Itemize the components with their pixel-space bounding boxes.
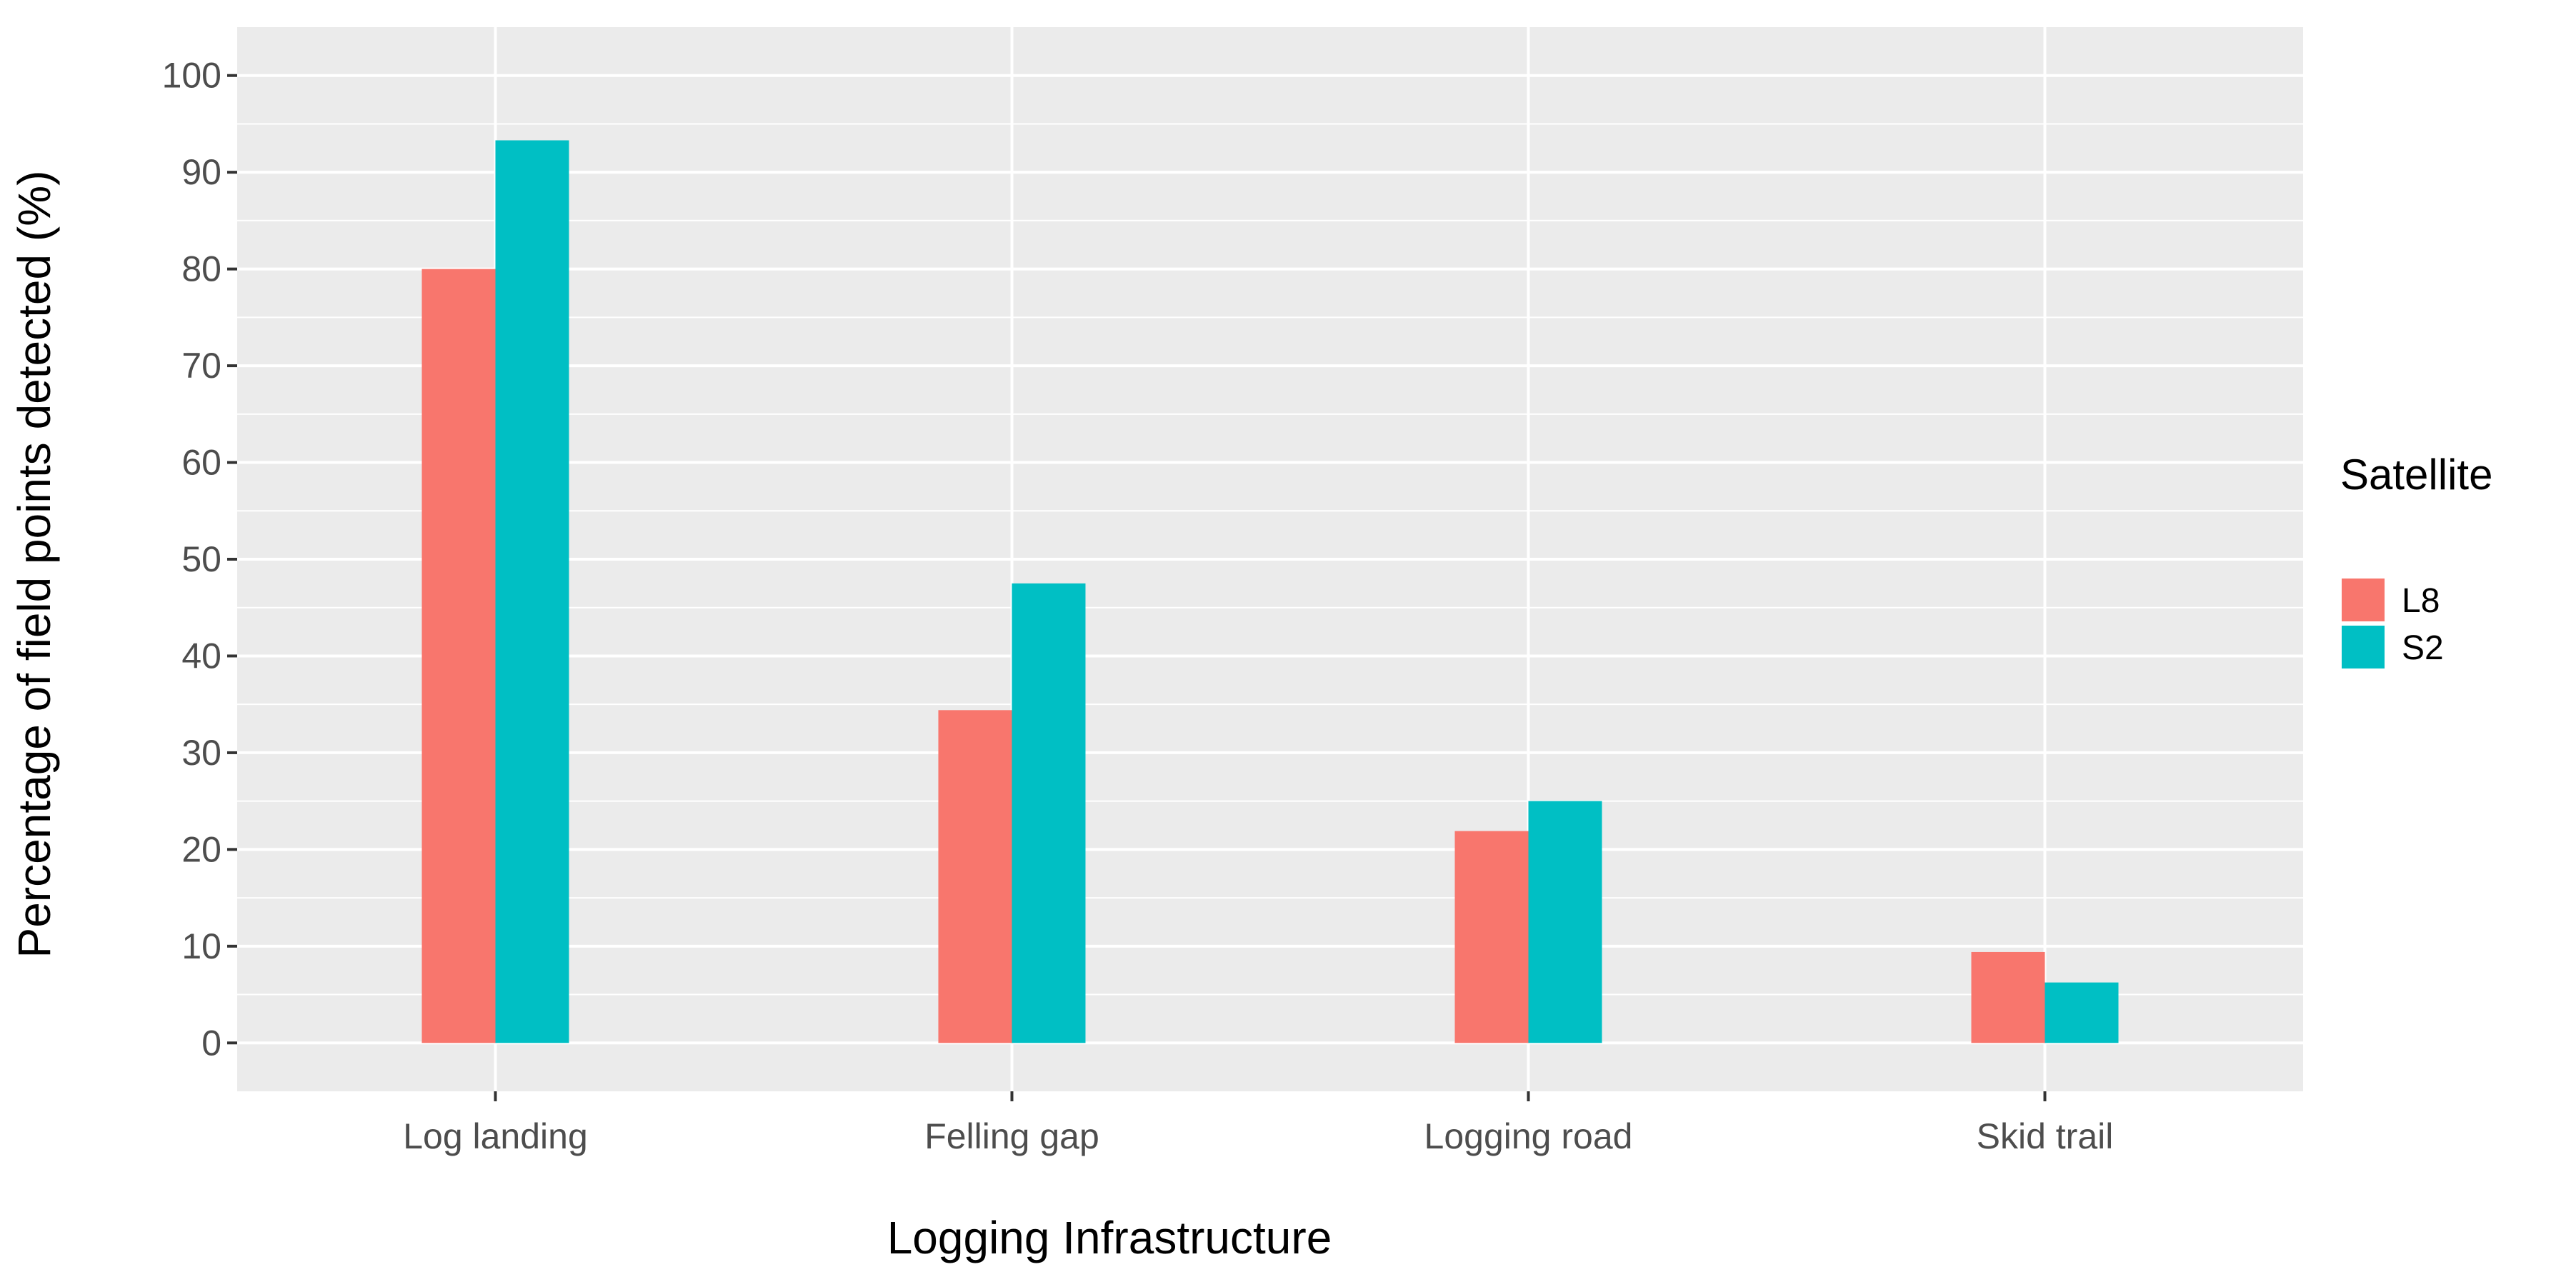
bar-s2-skid-trail xyxy=(2045,982,2119,1043)
y-tick-label: 80 xyxy=(181,249,221,289)
legend-label-l8: L8 xyxy=(2402,582,2440,620)
minor-gridlines xyxy=(237,123,2303,996)
bar-l8-logging-road xyxy=(1454,831,1529,1043)
legend-title: Satellite xyxy=(2340,451,2492,499)
x-axis-ticks: Log landing Felling gap Logging road Skid t… xyxy=(403,1091,2113,1156)
x-tick-label: Felling gap xyxy=(924,1116,1099,1156)
y-tick-label: 40 xyxy=(181,636,221,676)
y-tick-label: 50 xyxy=(181,539,221,579)
y-axis-ticks: 0 10 20 30 40 50 60 70 80 90 100 xyxy=(162,56,237,1063)
bar-s2-log-landing xyxy=(495,140,569,1043)
y-tick-label: 60 xyxy=(181,443,221,483)
bar-l8-skid-trail xyxy=(1971,951,2045,1043)
y-tick-label: 0 xyxy=(201,1023,221,1063)
bar-s2-felling-gap xyxy=(1012,583,1086,1043)
bars xyxy=(421,140,2119,1043)
bar-l8-felling-gap xyxy=(938,710,1012,1043)
y-tick-label: 70 xyxy=(181,346,221,386)
legend-key-s2 xyxy=(2342,626,2385,668)
y-tick-label: 100 xyxy=(162,56,221,96)
y-axis-title: Percentage of field points detected (%) xyxy=(9,171,60,958)
y-tick-label: 90 xyxy=(181,152,221,192)
bar-s2-logging-road xyxy=(1528,801,1602,1043)
bar-l8-log-landing xyxy=(421,269,496,1043)
x-axis-title: Logging Infrastructure xyxy=(887,1212,1332,1263)
legend-key-l8 xyxy=(2342,579,2385,621)
y-tick-label: 30 xyxy=(181,733,221,773)
x-tick-label: Skid trail xyxy=(1977,1116,2114,1156)
legend-label-s2: S2 xyxy=(2402,629,2444,667)
y-tick-label: 10 xyxy=(181,926,221,966)
y-tick-label: 20 xyxy=(181,829,221,869)
legend: Satellite L8 S2 xyxy=(2340,451,2492,668)
x-tick-label: Logging road xyxy=(1424,1116,1633,1156)
x-tick-label: Log landing xyxy=(403,1116,588,1156)
